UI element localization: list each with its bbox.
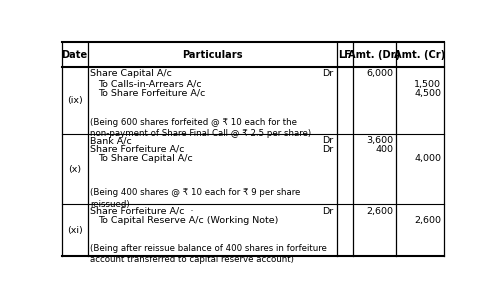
Text: Bank A/c: Bank A/c [90, 136, 132, 145]
Text: 2,600: 2,600 [414, 216, 441, 225]
Text: 1,500: 1,500 [414, 80, 441, 89]
Text: Share Capital A/c: Share Capital A/c [90, 69, 172, 79]
Text: 4,500: 4,500 [414, 89, 441, 98]
Text: Dr: Dr [322, 145, 334, 154]
Text: (Being 400 shares @ ₹ 10 each for ₹ 9 per share
reissued): (Being 400 shares @ ₹ 10 each for ₹ 9 pe… [90, 188, 300, 209]
Text: Particulars: Particulars [182, 50, 243, 59]
Text: 400: 400 [376, 145, 393, 154]
Text: (ix): (ix) [67, 96, 82, 105]
Text: To Share Capital A/c: To Share Capital A/c [98, 154, 193, 163]
Text: 2,600: 2,600 [367, 207, 393, 216]
Text: To Share Forfeiture A/c: To Share Forfeiture A/c [98, 89, 206, 98]
Text: 6,000: 6,000 [367, 69, 393, 79]
Text: (Being 600 shares forfeited @ ₹ 10 each for the
non-payment of Share Final Call : (Being 600 shares forfeited @ ₹ 10 each … [90, 118, 311, 138]
Text: Amt. (Cr): Amt. (Cr) [394, 50, 446, 59]
Text: Share Forfeiture A/c  ·: Share Forfeiture A/c · [90, 207, 193, 216]
Text: (Being after reissue balance of 400 shares in forfeiture
account transferred to : (Being after reissue balance of 400 shar… [90, 244, 327, 264]
Text: Dr: Dr [322, 136, 334, 145]
Text: To Capital Reserve A/c (Working Note): To Capital Reserve A/c (Working Note) [98, 216, 279, 225]
Text: 4,000: 4,000 [414, 154, 441, 163]
Text: Dr: Dr [322, 69, 334, 79]
Text: Amt. (Dr): Amt. (Dr) [349, 50, 401, 59]
Text: Share Forfeiture A/c: Share Forfeiture A/c [90, 145, 184, 154]
Text: 3,600: 3,600 [366, 136, 393, 145]
Text: To Calls-in-Arrears A/c: To Calls-in-Arrears A/c [98, 80, 202, 89]
Text: (xi): (xi) [67, 226, 82, 235]
Text: Dr: Dr [322, 207, 334, 216]
Text: (x): (x) [68, 165, 81, 174]
Text: LF: LF [338, 50, 351, 59]
Text: Date: Date [62, 50, 88, 59]
